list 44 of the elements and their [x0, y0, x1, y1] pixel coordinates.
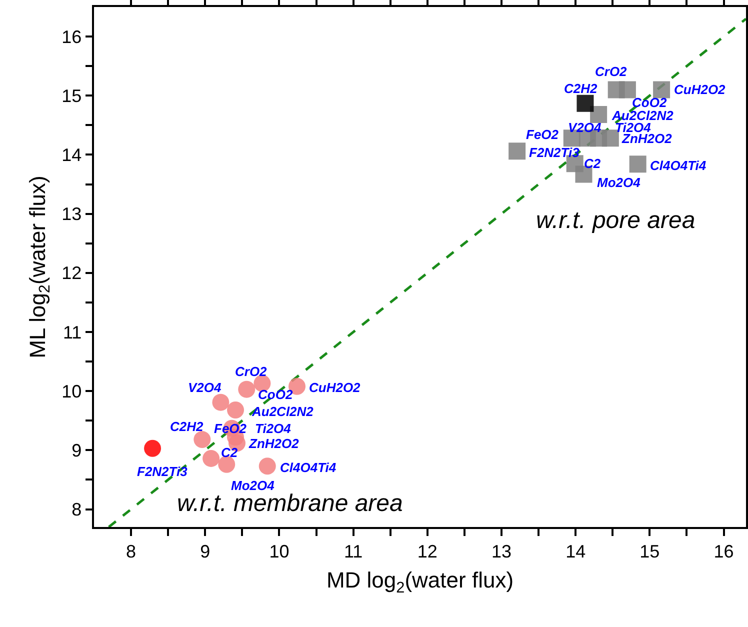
- annotation: Mo2O4: [597, 175, 642, 190]
- annotation: Ti2O4: [255, 421, 292, 436]
- annotation: V2O4: [188, 380, 222, 395]
- annotation: CuH2O2: [674, 82, 726, 97]
- x-tick-label: 11: [344, 541, 363, 562]
- annotation: w.r.t. membrane area: [177, 490, 403, 517]
- annotation: C2H2: [170, 419, 204, 434]
- annotation: FeO2: [526, 127, 560, 142]
- annotation: C2: [221, 445, 238, 460]
- x-tick-label: 15: [640, 541, 660, 562]
- y-tick-label: 11: [62, 322, 82, 342]
- annotation: Cl4O4Ti4: [650, 158, 707, 173]
- annotation: CrO2: [595, 64, 628, 79]
- annotation: Cl4O4Ti4: [280, 460, 337, 475]
- y-tick-label: 8: [72, 500, 82, 520]
- y-tick-label: 10: [62, 381, 82, 402]
- x-tick-label: 16: [714, 541, 734, 562]
- x-tick-label: 10: [269, 541, 290, 562]
- annotation: V2O4: [568, 120, 602, 135]
- y-tick-label: 16: [62, 26, 82, 47]
- y-tick-label: 13: [62, 204, 82, 224]
- y-tick-label: 12: [62, 263, 82, 284]
- y-tick-label: 15: [62, 86, 82, 106]
- x-tick-label: 14: [566, 541, 586, 562]
- x-tick-label: 8: [126, 541, 136, 562]
- annotation: FeO2: [214, 421, 248, 436]
- annotation: Au2Cl2N2: [611, 108, 674, 123]
- annotation: C2: [584, 156, 602, 171]
- annotation: Mo2O4: [231, 478, 276, 493]
- y-tick-label: 9: [72, 440, 82, 460]
- annotation: Au2Cl2N2: [251, 404, 314, 419]
- annotation: CrO2: [235, 364, 268, 379]
- x-tick-label: 9: [200, 541, 210, 562]
- x-tick-label: 12: [417, 541, 438, 562]
- annotation: F2N2Ti3: [137, 464, 188, 479]
- x-tick-label: 13: [491, 541, 512, 562]
- annotation: CoO2: [258, 387, 294, 402]
- annotation: ZnH2O2: [248, 436, 300, 451]
- y-tick-label: 14: [62, 145, 82, 166]
- annotation: w.r.t. pore area: [536, 207, 696, 234]
- annotation: CuH2O2: [309, 380, 362, 395]
- annotation: C2H2: [564, 81, 598, 96]
- x-axis-title: MD log$_{2}$(water flux): [326, 568, 514, 596]
- annotation: CoO2: [632, 95, 668, 110]
